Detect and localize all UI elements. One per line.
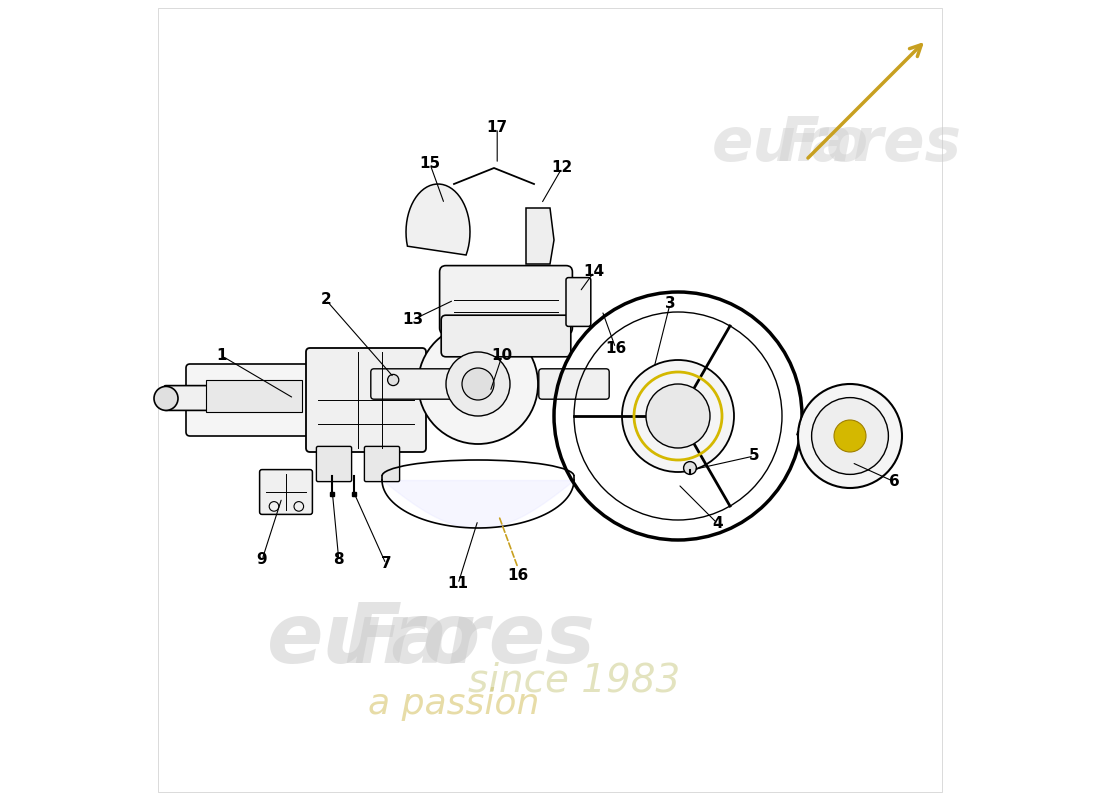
Text: 10: 10 [492, 349, 513, 363]
Circle shape [462, 368, 494, 400]
FancyBboxPatch shape [260, 470, 312, 514]
FancyBboxPatch shape [164, 386, 217, 410]
FancyBboxPatch shape [364, 446, 399, 482]
Text: 7: 7 [381, 557, 392, 571]
Text: euro: euro [712, 114, 869, 174]
Circle shape [683, 462, 696, 474]
FancyBboxPatch shape [441, 315, 571, 357]
FancyBboxPatch shape [206, 380, 302, 412]
Text: 16: 16 [605, 341, 626, 355]
FancyBboxPatch shape [440, 266, 572, 334]
Circle shape [418, 324, 538, 444]
FancyBboxPatch shape [371, 369, 458, 399]
Text: 6: 6 [889, 474, 900, 489]
Text: 1: 1 [217, 349, 228, 363]
FancyBboxPatch shape [306, 348, 426, 452]
Circle shape [646, 384, 710, 448]
FancyBboxPatch shape [566, 278, 591, 326]
Text: 4: 4 [713, 517, 724, 531]
Text: 12: 12 [551, 161, 573, 175]
Text: 8: 8 [333, 553, 344, 567]
Text: Fares: Fares [778, 114, 962, 174]
Text: 5: 5 [749, 449, 759, 463]
Circle shape [154, 386, 178, 410]
Circle shape [812, 398, 889, 474]
Circle shape [834, 420, 866, 452]
FancyBboxPatch shape [317, 446, 352, 482]
Text: 3: 3 [664, 297, 675, 311]
Text: a passion: a passion [368, 687, 540, 721]
Text: euro: euro [267, 599, 481, 681]
Text: 9: 9 [256, 553, 267, 567]
FancyBboxPatch shape [539, 369, 609, 399]
Circle shape [446, 352, 510, 416]
Text: 11: 11 [448, 577, 469, 591]
Text: 16: 16 [507, 569, 529, 583]
Circle shape [798, 384, 902, 488]
Text: 2: 2 [320, 293, 331, 307]
Polygon shape [406, 184, 470, 255]
Text: since 1983: since 1983 [468, 661, 680, 699]
Text: Fares: Fares [344, 599, 595, 681]
Circle shape [621, 360, 734, 472]
Circle shape [387, 374, 399, 386]
Text: 13: 13 [402, 313, 424, 327]
Polygon shape [526, 208, 554, 264]
Text: 17: 17 [486, 121, 508, 135]
FancyBboxPatch shape [186, 364, 338, 436]
Text: 15: 15 [419, 157, 441, 171]
Text: 14: 14 [583, 265, 605, 279]
